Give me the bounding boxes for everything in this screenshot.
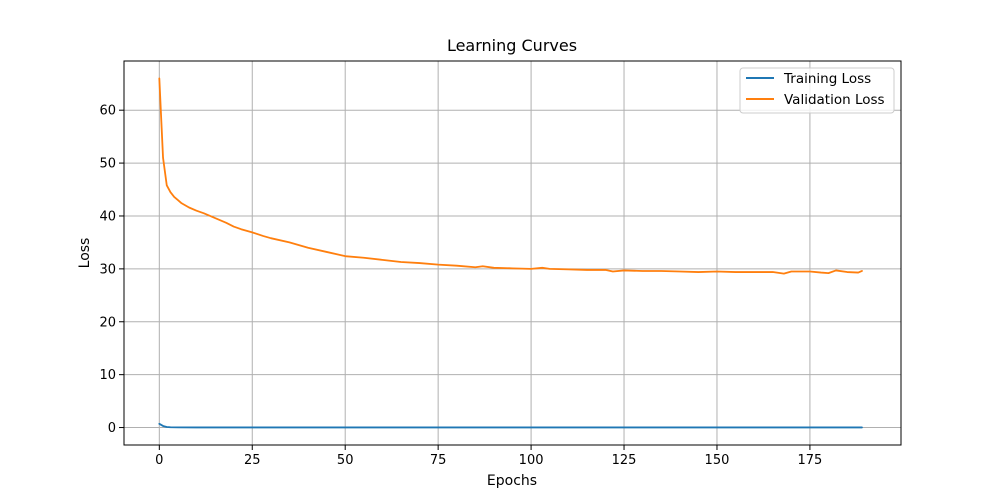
- x-axis-label: Epochs: [487, 473, 537, 489]
- legend-box: [739, 67, 895, 114]
- y-axis-label: Loss: [77, 238, 93, 269]
- x-tick-label: 175: [798, 453, 823, 468]
- x-tick-label: 25: [244, 453, 261, 468]
- x-tick-label: 50: [337, 453, 354, 468]
- series-line-validation-loss: [158, 77, 863, 275]
- chart-title: Learning Curves: [447, 36, 577, 55]
- x-tick-label: 0: [155, 453, 163, 468]
- y-tick-label: 10: [99, 368, 116, 383]
- x-tick-label: 125: [612, 453, 637, 468]
- y-tick-label: 30: [99, 262, 116, 277]
- ticks-layer: 0 25 50 75 100 125 150 175 0 10 20 30 40 50 60: [99, 104, 822, 468]
- series-line-training-loss: [158, 422, 863, 429]
- y-tick-label: 50: [99, 157, 116, 172]
- plot-frame: [123, 60, 902, 446]
- y-tick-label: 60: [99, 104, 116, 119]
- y-tick-label: 20: [99, 315, 116, 330]
- legend: Training Loss Validation Loss: [739, 67, 895, 114]
- x-tick-label: 100: [519, 453, 544, 468]
- y-tick-label: 40: [99, 209, 116, 224]
- y-tick-label: 0: [108, 421, 116, 436]
- x-tick-label: 150: [705, 453, 730, 468]
- series-layer: [158, 77, 863, 429]
- x-tick-label: 75: [430, 453, 447, 468]
- legend-label-training-loss: Training Loss: [783, 71, 871, 87]
- legend-label-validation-loss: Validation Loss: [784, 92, 885, 108]
